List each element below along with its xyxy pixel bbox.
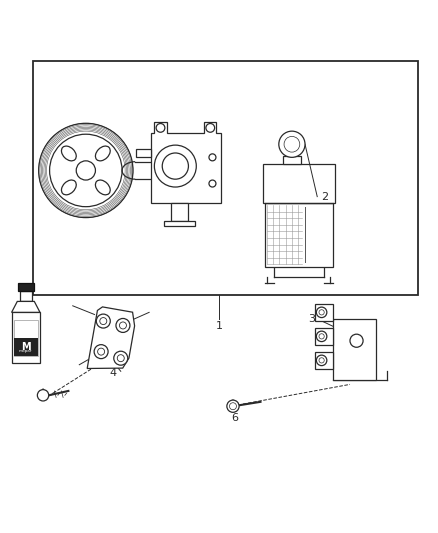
Text: mopar: mopar (19, 349, 32, 353)
Bar (14, 338, 38, 356)
Circle shape (319, 358, 324, 363)
Bar (14, 320, 38, 356)
Circle shape (114, 351, 128, 365)
Circle shape (319, 310, 324, 315)
Bar (332, 319, 376, 380)
Text: 4: 4 (109, 368, 117, 378)
Circle shape (209, 180, 216, 187)
Circle shape (117, 354, 124, 362)
Polygon shape (136, 149, 151, 157)
Polygon shape (164, 221, 195, 227)
Text: 2: 2 (321, 192, 329, 201)
Ellipse shape (95, 146, 110, 161)
Polygon shape (151, 123, 221, 203)
Circle shape (162, 153, 188, 179)
Polygon shape (171, 203, 188, 221)
Circle shape (37, 390, 49, 401)
Polygon shape (315, 352, 332, 369)
Bar (263, 164, 335, 203)
Polygon shape (315, 304, 332, 321)
Bar (283, 156, 301, 164)
Circle shape (96, 314, 110, 328)
Circle shape (76, 161, 95, 180)
Circle shape (350, 334, 363, 348)
Circle shape (98, 348, 105, 355)
Bar (12, 312, 40, 362)
Ellipse shape (95, 180, 110, 195)
Polygon shape (315, 328, 332, 345)
Circle shape (49, 134, 122, 207)
Circle shape (94, 345, 108, 359)
Circle shape (316, 307, 327, 318)
Text: 5: 5 (40, 392, 47, 402)
Circle shape (156, 124, 165, 132)
Circle shape (319, 334, 324, 339)
Circle shape (316, 355, 327, 366)
Text: 1: 1 (215, 321, 223, 331)
Circle shape (120, 322, 127, 329)
Bar (20, 290, 32, 302)
Bar (18, 282, 34, 290)
Circle shape (227, 400, 239, 413)
Text: 3: 3 (308, 314, 315, 324)
Ellipse shape (61, 146, 76, 161)
Text: 6: 6 (231, 413, 238, 423)
Circle shape (206, 124, 215, 132)
Bar (265, 203, 332, 266)
Circle shape (100, 318, 107, 325)
Circle shape (209, 154, 216, 161)
Circle shape (279, 131, 305, 157)
Polygon shape (87, 307, 134, 368)
Ellipse shape (61, 180, 76, 195)
Circle shape (116, 318, 130, 333)
Bar (33, 61, 418, 295)
Circle shape (284, 136, 300, 152)
Circle shape (316, 331, 327, 342)
Circle shape (154, 145, 196, 187)
Circle shape (230, 403, 237, 410)
Text: M: M (21, 342, 31, 352)
Polygon shape (12, 302, 40, 312)
